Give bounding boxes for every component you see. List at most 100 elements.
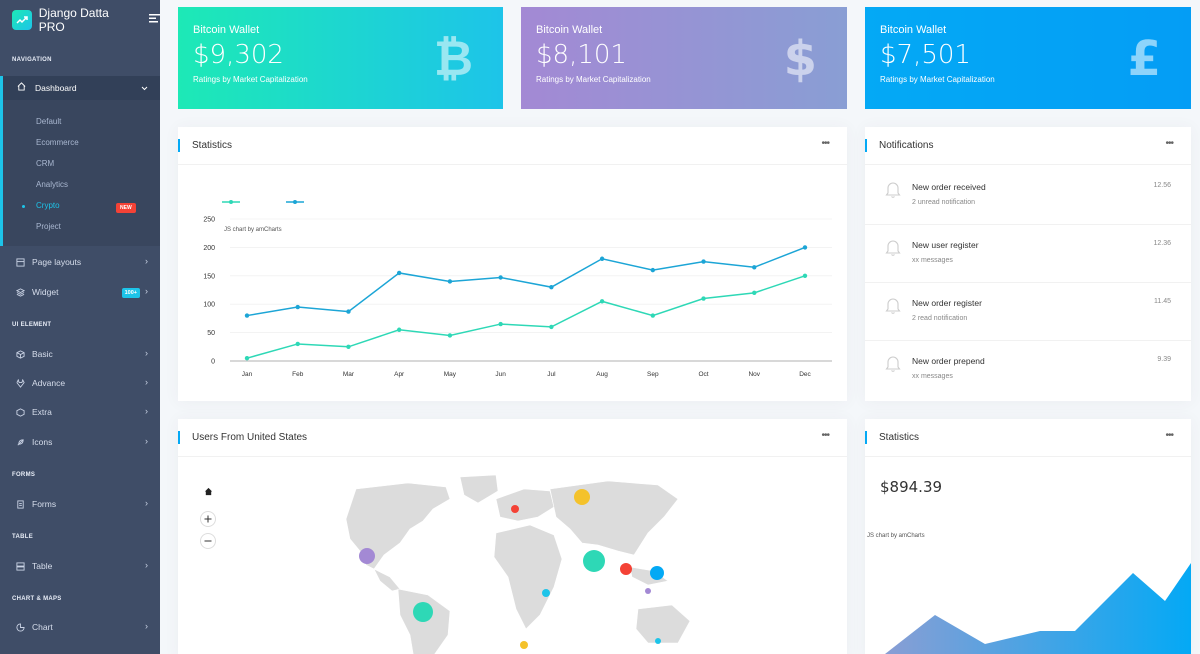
notification-time: 9.39 — [1157, 356, 1171, 363]
map-marker[interactable] — [413, 602, 433, 622]
notification-item[interactable]: New order prepend xx messages 9.39 — [865, 341, 1191, 399]
sidebar-item-dashboard[interactable]: Dashboard — [0, 76, 160, 100]
series-line-2[interactable] — [246, 275, 806, 359]
submenu-item-project[interactable]: Project — [36, 222, 61, 231]
nav-caption-navigation: NAVIGATION — [12, 57, 52, 63]
map-marker[interactable] — [620, 563, 632, 575]
map-zoom-out-button[interactable] — [200, 533, 216, 549]
sidebar-item-extra[interactable]: Extra › — [0, 400, 160, 424]
pie-chart-icon — [14, 621, 26, 633]
data-point[interactable] — [701, 259, 706, 264]
map-marker[interactable] — [520, 641, 528, 649]
chevron-right-icon: › — [145, 348, 148, 358]
sidebar-item-advance[interactable]: Advance › — [0, 371, 160, 395]
y-tick-label: 0 — [211, 359, 215, 366]
widget-count-badge: 100+ — [121, 288, 140, 298]
chevron-right-icon: › — [145, 406, 148, 416]
data-point[interactable] — [650, 313, 656, 318]
data-point[interactable] — [549, 324, 554, 330]
sidebar: Django Datta PRO NAVIGATION Dashboard De… — [0, 0, 160, 654]
wallet-title: Bitcoin Wallet — [536, 24, 603, 36]
data-point[interactable] — [498, 321, 503, 327]
sidebar-item-table[interactable]: Table › — [0, 554, 160, 578]
submenu-item-default[interactable]: Default — [36, 117, 62, 126]
sidebar-item-forms[interactable]: Forms › — [0, 492, 160, 516]
map-home-button[interactable] — [200, 483, 216, 499]
sidebar-item-chart[interactable]: Chart › — [0, 615, 160, 639]
data-point[interactable] — [650, 267, 656, 273]
data-point[interactable] — [802, 245, 808, 250]
submenu-item-crypto[interactable]: Crypto — [36, 201, 60, 210]
data-point[interactable] — [396, 327, 402, 332]
home-icon — [204, 487, 212, 495]
sidebar-item-label: Dashboard — [35, 83, 77, 93]
data-point[interactable] — [295, 304, 300, 310]
menu-toggle-icon[interactable] — [149, 14, 160, 26]
data-point[interactable] — [447, 279, 453, 284]
data-point[interactable] — [244, 313, 250, 318]
y-tick-label: 150 — [203, 273, 215, 280]
x-tick-label: Apr — [394, 371, 405, 378]
more-options-icon[interactable]: ••• — [821, 138, 829, 149]
data-point[interactable] — [346, 309, 351, 314]
sidebar-item-basic[interactable]: Basic › — [0, 342, 160, 366]
greenland-shape — [459, 474, 499, 504]
submenu-item-analytics[interactable]: Analytics — [36, 180, 69, 189]
europe-shape — [495, 488, 555, 522]
data-point[interactable] — [599, 256, 605, 261]
map-marker[interactable] — [645, 588, 651, 594]
notification-time: 12.36 — [1153, 240, 1171, 247]
more-options-icon[interactable]: ••• — [821, 430, 829, 441]
wallet-subtitle: Ratings by Market Capitalization — [193, 75, 308, 84]
notification-item[interactable]: New user register xx messages 12.36 — [865, 225, 1191, 283]
wallet-title: Bitcoin Wallet — [880, 24, 947, 36]
map-marker[interactable] — [583, 550, 605, 572]
map-marker[interactable] — [655, 638, 661, 644]
north-america-shape — [345, 482, 451, 570]
dollar-icon: $ — [783, 31, 817, 87]
data-point[interactable] — [396, 270, 402, 276]
map-marker[interactable] — [574, 489, 590, 505]
sidebar-item-icons[interactable]: Icons › — [0, 430, 160, 454]
map-marker[interactable] — [359, 548, 375, 564]
server-icon — [14, 560, 26, 572]
australia-shape — [635, 604, 691, 644]
nav-caption-table: TABLE — [12, 534, 34, 540]
more-options-icon[interactable]: ••• — [1165, 138, 1173, 149]
brand-name: Django Datta PRO — [38, 6, 109, 34]
x-tick-label: Oct — [698, 371, 708, 378]
sidebar-item-page-layouts[interactable]: Page layouts › — [0, 250, 160, 274]
map-zoom-in-button[interactable] — [200, 511, 216, 527]
sidebar-item-widget[interactable]: Widget 100+ › — [0, 280, 160, 304]
notification-item[interactable]: New order register 2 read notification 1… — [865, 283, 1191, 341]
data-point[interactable] — [447, 333, 453, 338]
data-point[interactable] — [244, 355, 250, 361]
wallet-card: Bitcoin Wallet $8,101 Ratings by Market … — [521, 7, 847, 109]
notification-subtitle: 2 read notification — [912, 315, 968, 322]
map-marker[interactable] — [650, 566, 664, 580]
data-point[interactable] — [701, 296, 706, 301]
data-point[interactable] — [295, 341, 300, 347]
data-point[interactable] — [752, 265, 757, 270]
submenu-item-ecommerce[interactable]: Ecommerce — [36, 138, 79, 147]
chevron-right-icon: › — [145, 436, 148, 446]
data-point[interactable] — [498, 275, 503, 280]
users-map-card: Users From United States ••• — [178, 419, 847, 654]
brand[interactable]: Django Datta PRO — [0, 0, 160, 40]
series-line-1[interactable] — [246, 246, 806, 317]
legend-marker-series-1-dot — [293, 200, 297, 204]
notification-item[interactable]: New order received 2 unread notification… — [865, 167, 1191, 225]
more-options-icon[interactable]: ••• — [1165, 430, 1173, 441]
wallet-subtitle: Ratings by Market Capitalization — [536, 75, 651, 84]
statistics-amount: $894.39 — [880, 478, 943, 496]
africa-shape — [493, 524, 563, 630]
world-map[interactable] — [178, 459, 847, 654]
data-point[interactable] — [346, 344, 351, 349]
data-point[interactable] — [752, 290, 757, 296]
data-point[interactable] — [802, 273, 808, 278]
map-marker[interactable] — [511, 505, 519, 513]
submenu-item-crm[interactable]: CRM — [36, 159, 55, 168]
map-marker[interactable] — [542, 589, 550, 597]
data-point[interactable] — [599, 299, 605, 304]
data-point[interactable] — [549, 284, 554, 290]
